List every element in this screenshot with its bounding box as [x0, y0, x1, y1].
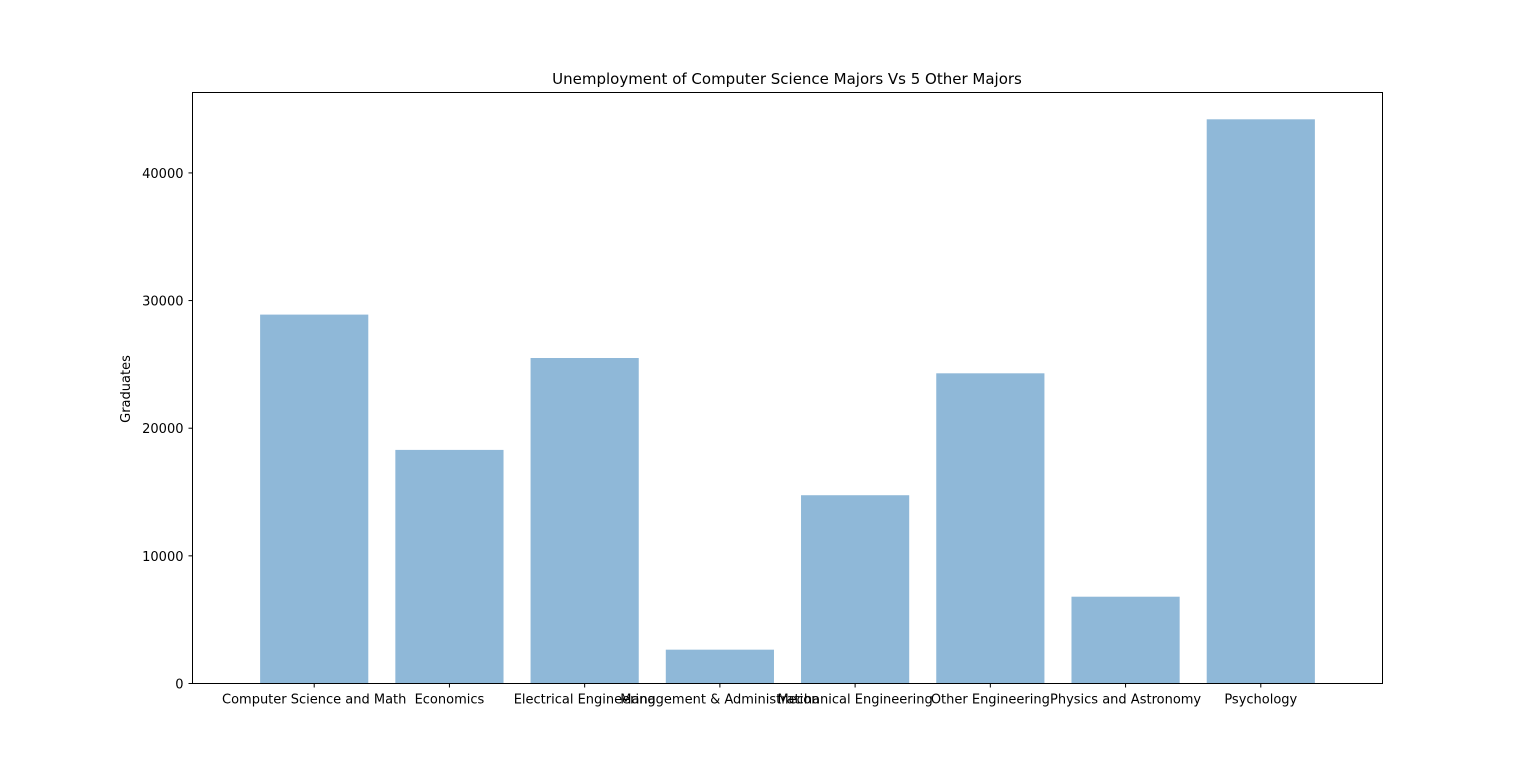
- bar-3: [665, 649, 774, 684]
- bars-group: [260, 119, 1315, 684]
- chart-title: Unemployment of Computer Science Majors …: [552, 70, 1022, 88]
- x-tick-label: Other Engineering: [931, 693, 1050, 708]
- y-tick-label: 10000: [142, 550, 183, 565]
- y-tick-label: 0: [175, 678, 183, 693]
- x-tick-label: Mechanical Engineering: [777, 693, 932, 708]
- x-tick-label: Economics: [415, 693, 485, 708]
- bar-0: [260, 314, 369, 684]
- bar-7: [1206, 119, 1315, 684]
- bar-1: [395, 449, 504, 684]
- y-ticks-group: 0 10000 20000 30000 40000: [142, 167, 193, 693]
- x-tick-label: Computer Science and Math: [222, 693, 406, 708]
- x-tick-label: Physics and Astronomy: [1050, 693, 1201, 708]
- y-tick-label: 30000: [142, 295, 183, 310]
- bar-5: [936, 373, 1045, 684]
- x-tick-label: Electrical Engineering: [514, 693, 656, 708]
- bar-4: [801, 495, 910, 684]
- y-axis-label: Graduates: [119, 355, 134, 423]
- x-ticks-group: Computer Science and Math Economics Electr…: [222, 683, 1298, 708]
- bar-2: [530, 358, 639, 684]
- x-tick-label: Psychology: [1224, 693, 1297, 708]
- y-tick-label: 40000: [142, 167, 183, 182]
- plot-frame: [192, 92, 1383, 684]
- bar-6: [1071, 596, 1180, 684]
- y-tick-label: 20000: [142, 422, 183, 437]
- x-tick-label: Management & Administration: [620, 693, 819, 708]
